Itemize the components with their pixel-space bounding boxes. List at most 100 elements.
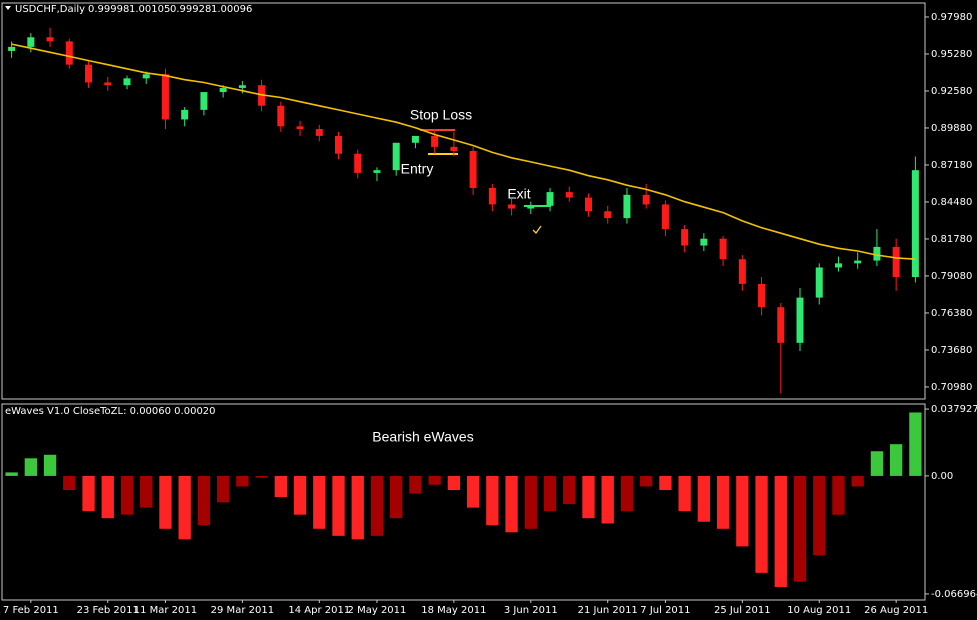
histogram-bar: [697, 475, 711, 522]
candle-body: [892, 246, 900, 278]
candle-body: [661, 204, 669, 230]
candle-body: [854, 260, 862, 264]
x-tick-label: 10 Aug 2011: [787, 605, 851, 616]
y-tick-label: 0.73680: [931, 345, 972, 356]
candle-body: [681, 229, 689, 246]
y-tick-label: 0.89880: [931, 123, 972, 134]
header-value: 0.99928: [170, 4, 211, 15]
histogram-bar: [216, 475, 230, 503]
histogram-bar: [370, 475, 384, 536]
histogram-bar: [197, 475, 211, 526]
histogram-bar: [678, 475, 691, 512]
candle-body: [604, 211, 612, 219]
histogram-bar: [274, 475, 287, 498]
x-tick-label: 7 Jul 2011: [640, 605, 690, 616]
histogram-bar: [428, 475, 441, 485]
candle-body: [508, 204, 516, 209]
candle-body: [123, 78, 131, 86]
candle-body: [238, 85, 246, 88]
y-tick-label: 0.92580: [931, 86, 972, 97]
histogram-bar: [255, 475, 268, 478]
candle-body: [738, 259, 746, 284]
x-tick-label: 25 Jul 2011: [714, 605, 771, 616]
histogram-bar: [101, 475, 114, 519]
histogram-bar: [832, 475, 845, 515]
indicator-panel-frame: [1, 403, 926, 601]
candle-body: [104, 82, 112, 86]
y-tick-label: 0.81780: [931, 234, 972, 245]
histogram-bar: [178, 475, 191, 540]
annotation: Entry: [401, 161, 434, 177]
histogram-bar: [755, 475, 768, 573]
candle-body: [354, 153, 362, 173]
y-tick-label: 0.76380: [931, 308, 972, 319]
candle-body: [565, 192, 573, 198]
histogram-bar: [793, 475, 807, 582]
candle-body: [181, 109, 189, 120]
histogram-bar: [716, 475, 730, 529]
histogram-bar: [563, 475, 576, 505]
histogram-bar: [870, 451, 884, 476]
histogram-bar: [351, 475, 364, 540]
candle-body: [392, 142, 400, 171]
candle-body: [27, 37, 35, 47]
y-tick-label: 0.00: [931, 471, 953, 482]
y-tick-label: 0.79080: [931, 271, 972, 282]
histogram-bar: [620, 475, 634, 512]
candle-body: [450, 146, 458, 151]
candle-body: [65, 41, 73, 65]
candle-body: [200, 92, 208, 110]
y-tick-label: 0.95280: [931, 49, 972, 60]
candle-body: [296, 126, 304, 130]
histogram-bar: [390, 475, 403, 519]
histogram-bar: [524, 475, 537, 529]
y-tick-label: -0.066964: [931, 589, 977, 600]
y-tick-label: 0.87180: [931, 160, 972, 171]
histogram-bar: [774, 475, 787, 587]
candle-body: [411, 135, 419, 143]
x-tick-label: 3 Jun 2011: [504, 605, 558, 616]
header-value: 0.99998: [88, 4, 129, 15]
histogram-bar: [293, 475, 307, 515]
histogram-bar: [890, 444, 903, 476]
candle-body: [623, 194, 631, 219]
candle-body: [85, 64, 93, 83]
histogram-bar: [640, 475, 653, 487]
y-tick-label: 0.84480: [931, 197, 972, 208]
histogram-bar: [5, 472, 18, 476]
candle-body: [46, 37, 54, 42]
histogram-bar: [659, 475, 672, 491]
candle-body: [758, 283, 766, 308]
candle-body: [161, 74, 169, 120]
histogram-bar: [82, 475, 95, 512]
candle-body: [335, 135, 343, 154]
candle-body: [469, 150, 477, 188]
candle-body: [700, 238, 708, 246]
candle-body: [777, 307, 785, 343]
menu-triangle: [5, 6, 11, 10]
y-tick-label: 0.97980: [931, 12, 972, 23]
x-tick-label: 23 Feb 2011: [77, 605, 139, 616]
histogram-bar: [120, 475, 134, 515]
x-tick-label: 14 Apr 2011: [288, 605, 350, 616]
histogram-bar: [813, 475, 826, 556]
candle-body: [815, 267, 823, 298]
x-tick-label: 11 Mar 2011: [134, 605, 197, 616]
candle-body: [142, 74, 150, 79]
annotation: Bearish eWaves: [372, 429, 473, 445]
histogram-bar: [447, 475, 461, 491]
histogram-bar: [236, 475, 249, 487]
candle-body: [546, 192, 554, 206]
candle-body: [796, 297, 804, 343]
header-value: 1.00105: [129, 4, 170, 15]
candle-body: [584, 197, 592, 212]
candle-body: [277, 105, 285, 127]
histogram-bar: [505, 475, 518, 533]
check-mark: [532, 225, 542, 235]
candle-body: [219, 87, 227, 93]
annotation: Exit: [507, 186, 530, 202]
candle-body: [373, 170, 381, 173]
x-tick-label: 29 Mar 2011: [211, 605, 274, 616]
histogram-bar: [409, 475, 422, 494]
